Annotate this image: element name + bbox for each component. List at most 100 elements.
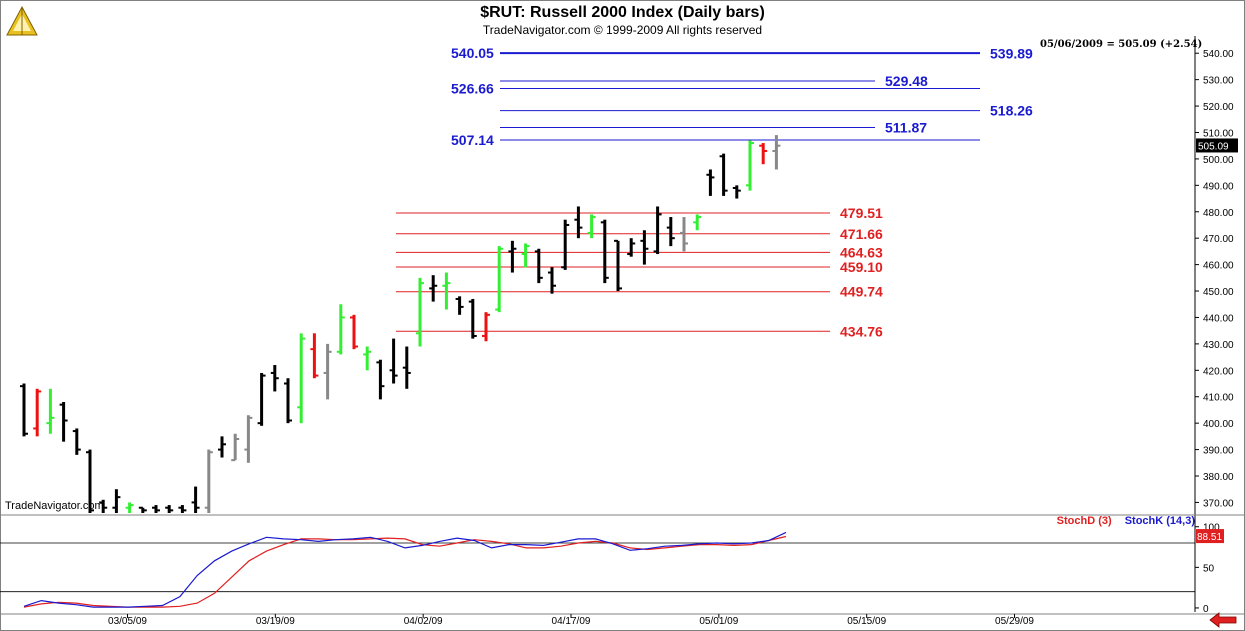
ohlc-bar (600, 219, 609, 284)
ohlc-bar (20, 383, 28, 437)
fib-label-red: 449.74 (840, 284, 883, 300)
x-tick-label: 05/01/09 (699, 616, 738, 627)
ohlc-bar (548, 267, 556, 294)
fib-label-red: 464.63 (840, 244, 883, 260)
last-value-label: 505.09 (1198, 141, 1229, 152)
ohlc-bar (534, 248, 543, 284)
fib-label-red: 479.51 (840, 205, 883, 221)
stoch-y-tick-label: 100 (1203, 523, 1220, 534)
ohlc-bar (508, 240, 517, 273)
y-tick-label: 400.00 (1203, 419, 1234, 430)
y-tick-label: 380.00 (1203, 472, 1234, 483)
legend-stoch-d: StochD (3) (1056, 515, 1112, 527)
ohlc-bar (218, 436, 226, 458)
x-tick-label: 03/05/09 (108, 616, 147, 627)
fib-label-red: 434.76 (840, 323, 883, 339)
fib-label-red: 459.10 (840, 259, 883, 275)
ohlc-bar (561, 219, 570, 270)
red-arrow-left-icon[interactable] (1208, 612, 1238, 628)
fib-label-blue: 507.14 (451, 132, 494, 148)
ohlc-bar (46, 388, 55, 434)
ohlc-bar (416, 277, 424, 347)
last-value-box (1196, 138, 1238, 153)
ohlc-bar (746, 140, 754, 191)
ohlc-bar (666, 217, 675, 247)
y-tick-label: 390.00 (1203, 446, 1234, 457)
ohlc-bar (732, 185, 741, 199)
ohlc-bar (363, 346, 372, 371)
y-tick-label: 460.00 (1203, 261, 1234, 272)
ohlc-bar (310, 333, 319, 379)
ohlc-bar (72, 428, 81, 455)
ohlc-bar (719, 153, 728, 196)
stoch-y-tick-label: 0 (1203, 604, 1209, 615)
y-tick-label: 510.00 (1203, 128, 1234, 139)
ohlc-bar (389, 338, 398, 384)
fib-label-blue: 529.48 (885, 73, 928, 89)
ohlc-bar (99, 499, 108, 513)
y-tick-label: 420.00 (1203, 366, 1234, 377)
ohlc-bar (165, 505, 174, 513)
ohlc-bar (429, 275, 438, 302)
ohlc-bar (482, 312, 490, 342)
ohlc-bar (772, 135, 781, 170)
x-tick-label: 05/29/09 (995, 616, 1034, 627)
y-tick-label: 540.00 (1203, 49, 1234, 60)
fib-label-blue: 540.05 (451, 45, 494, 61)
ohlc-bar (152, 505, 160, 513)
ohlc-bar (574, 206, 583, 239)
legend-stoch-k: StochK (14,3) (1124, 515, 1195, 527)
last-price-readout: 05/06/2009 = 505.09 (+2.54) (1040, 39, 1203, 50)
y-tick-label: 430.00 (1203, 340, 1234, 351)
y-tick-label: 370.00 (1203, 498, 1234, 509)
ohlc-bar (693, 214, 702, 231)
ohlc-bar (284, 378, 292, 424)
ohlc-bar (336, 304, 345, 355)
ohlc-bar (204, 449, 213, 513)
date-axis: 03/05/09 03/19/09 04/02/09 04/17/09 05/01/09… (0, 613, 1245, 627)
price-panel: 370.00 380.00 390.00 400.00 410.00 420.00 430.… (0, 36, 1245, 612)
ohlc-bar (178, 505, 187, 513)
ohlc-bar (587, 214, 596, 239)
trade-navigator-logo (6, 5, 38, 36)
ohlc-bar (297, 333, 306, 424)
ohlc-bar (468, 298, 477, 339)
fib-label-blue: 539.89 (990, 46, 1033, 62)
y-tick-label: 470.00 (1203, 234, 1234, 245)
ohlc-bar (455, 296, 464, 315)
stoch-y-tick-label: 50 (1203, 563, 1215, 574)
ohlc-bar (138, 506, 147, 513)
stoch-last-value-box (1196, 529, 1224, 544)
ohlc-bar (323, 343, 332, 400)
fib-label-red: 471.66 (840, 226, 883, 242)
ohlc-bar (402, 346, 411, 389)
y-tick-label: 480.00 (1203, 208, 1234, 219)
ohlc-bar (257, 372, 266, 426)
ohlc-bar (244, 415, 253, 463)
chart-subtitle: TradeNavigator.com © 1999-2009 All right… (482, 23, 763, 37)
ohlc-bar (59, 402, 68, 442)
x-tick-label: 03/19/09 (256, 616, 295, 627)
y-tick-label: 490.00 (1203, 181, 1234, 192)
y-tick-label: 500.00 (1203, 155, 1234, 166)
ohlc-bar (231, 433, 240, 462)
y-tick-label: 450.00 (1203, 287, 1234, 298)
y-tick-label: 410.00 (1203, 393, 1234, 404)
y-tick-label: 530.00 (1203, 76, 1234, 87)
stochastic-legend: StochD (3) StochK (14,3) (1057, 515, 1195, 527)
ohlc-bar (521, 243, 530, 268)
ohlc-bar (191, 486, 200, 513)
ohlc-bar (706, 169, 715, 196)
y-tick-label: 520.00 (1203, 102, 1234, 113)
ohlc-bar (350, 314, 358, 350)
ohlc-bar (442, 272, 451, 310)
ohlc-bar (86, 449, 94, 513)
ohlc-bar (125, 502, 134, 513)
ohlc-bar (495, 246, 504, 313)
ohlc-bar (270, 365, 279, 392)
ohlc-bar (627, 238, 636, 257)
stoch-k-line (23, 531, 787, 608)
ohlc-bar (640, 230, 649, 265)
stoch-last-value-label: 88.51 (1197, 532, 1222, 543)
